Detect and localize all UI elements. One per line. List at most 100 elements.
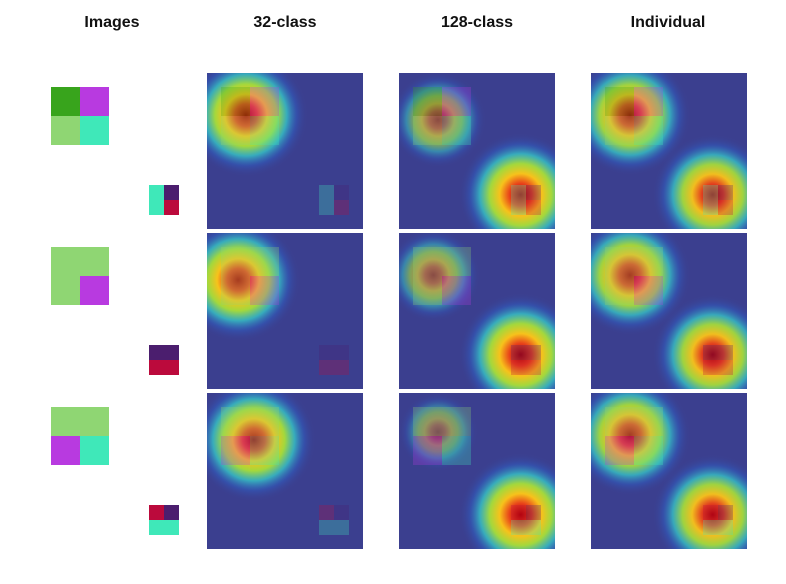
tile-overlay — [442, 436, 471, 465]
tile-overlay — [319, 345, 334, 360]
tile-overlay — [334, 185, 349, 200]
tile-overlay — [250, 87, 279, 116]
tile-overlay — [718, 185, 733, 200]
tile-quadrant — [149, 345, 164, 360]
tile-overlay — [634, 436, 663, 465]
tile-overlay — [250, 116, 279, 145]
tile-overlay — [250, 247, 279, 276]
tile-overlay — [526, 360, 541, 375]
tile-overlay — [511, 185, 526, 200]
heatmap-svg — [399, 233, 555, 389]
tile-quadrant — [164, 345, 179, 360]
tile-overlay — [703, 360, 718, 375]
tile-overlay — [413, 116, 442, 145]
heatmap-svg — [591, 233, 747, 389]
tile-overlay — [605, 407, 634, 436]
tile-quadrant — [149, 520, 164, 535]
tile-overlay — [703, 200, 718, 215]
tile-quadrant — [80, 407, 109, 436]
tile-overlay — [334, 360, 349, 375]
tile-quadrant — [149, 200, 164, 215]
tile-quadrant — [51, 87, 80, 116]
column-header-32-class: 32-class — [253, 14, 317, 31]
tile-overlay — [634, 247, 663, 276]
tile-overlay — [442, 247, 471, 276]
tile-overlay — [703, 520, 718, 535]
heatmap-svg — [207, 73, 363, 229]
tile-overlay — [511, 520, 526, 535]
tile-quadrant — [51, 247, 80, 276]
heatmap-32-class — [207, 73, 363, 229]
tile-overlay — [250, 407, 279, 436]
tile-overlay — [221, 87, 250, 116]
input-image-small — [149, 345, 179, 375]
tile-overlay — [413, 276, 442, 305]
heatmap-individual — [591, 233, 747, 389]
tile-overlay — [221, 247, 250, 276]
tile-overlay — [334, 345, 349, 360]
tile-overlay — [334, 200, 349, 215]
tile-quadrant — [80, 87, 109, 116]
tile-overlay — [221, 436, 250, 465]
tile-overlay — [718, 505, 733, 520]
column-header-images: Images — [84, 14, 140, 31]
tile-overlay — [718, 200, 733, 215]
heat-blob — [652, 294, 747, 389]
tile-quadrant — [149, 360, 164, 375]
tile-overlay — [526, 200, 541, 215]
tile-overlay — [526, 520, 541, 535]
heatmap-individual — [591, 73, 747, 229]
tile-quadrant — [149, 505, 164, 520]
tile-quadrant — [51, 436, 80, 465]
tile-overlay — [605, 247, 634, 276]
tile-overlay — [605, 87, 634, 116]
heatmap-svg — [207, 233, 363, 389]
heatmap-svg — [591, 73, 747, 229]
tile-quadrant — [51, 407, 80, 436]
tile-overlay — [319, 360, 334, 375]
tile-overlay — [605, 276, 634, 305]
tile-overlay — [526, 185, 541, 200]
tile-overlay — [511, 345, 526, 360]
tile-quadrant — [164, 505, 179, 520]
heat-blob — [207, 73, 308, 178]
tile-quadrant — [164, 360, 179, 375]
heatmap-128-class — [399, 73, 555, 229]
tile-overlay — [319, 505, 334, 520]
heatmap-svg — [399, 393, 555, 549]
input-image-large — [51, 87, 109, 145]
tile-overlay — [605, 436, 634, 465]
tile-overlay — [319, 520, 334, 535]
input-image-small — [149, 185, 179, 215]
heatmap-individual — [591, 393, 747, 549]
heat-blob — [458, 132, 555, 229]
tile-overlay — [319, 185, 334, 200]
tile-overlay — [718, 360, 733, 375]
column-header-128-class: 128-class — [440, 14, 514, 31]
tile-quadrant — [164, 200, 179, 215]
heatmap-32-class — [207, 393, 363, 549]
tile-overlay — [221, 116, 250, 145]
tile-overlay — [413, 87, 442, 116]
heat-blob — [591, 393, 691, 496]
tile-overlay — [442, 116, 471, 145]
tile-quadrant — [164, 185, 179, 200]
tile-overlay — [526, 345, 541, 360]
heatmap-128-class — [399, 233, 555, 389]
tile-overlay — [718, 520, 733, 535]
heatmap-32-class — [207, 233, 363, 389]
tile-quadrant — [80, 247, 109, 276]
tile-quadrant — [51, 276, 80, 305]
tile-overlay — [442, 87, 471, 116]
tile-quadrant — [51, 116, 80, 145]
heatmap-svg — [591, 393, 747, 549]
tile-overlay — [413, 436, 442, 465]
heatmap-128-class — [399, 393, 555, 549]
tile-overlay — [413, 247, 442, 276]
tile-quadrant — [80, 276, 109, 305]
tile-overlay — [250, 436, 279, 465]
tile-overlay — [718, 345, 733, 360]
tile-overlay — [250, 276, 279, 305]
tile-overlay — [526, 505, 541, 520]
tile-overlay — [634, 87, 663, 116]
